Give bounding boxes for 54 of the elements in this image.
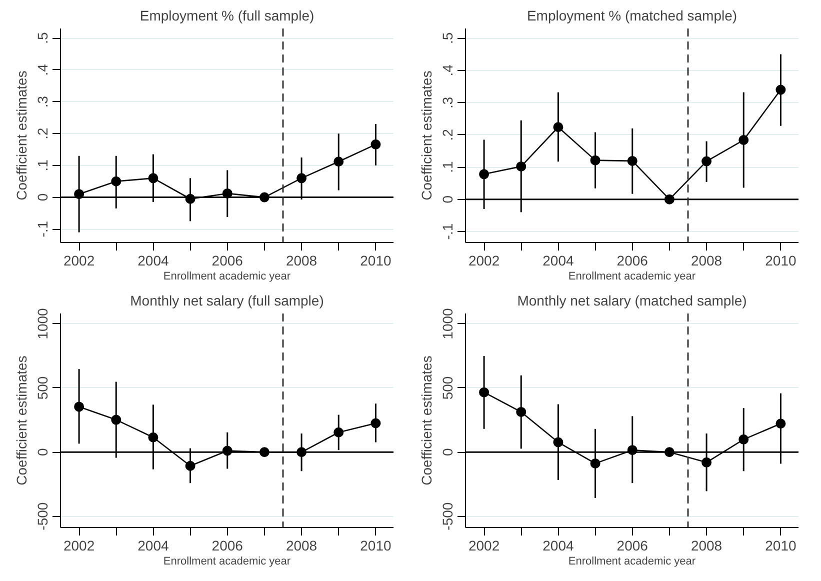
y-tick-label: .4 — [34, 64, 50, 76]
y-axis-title: Coefficient estimates — [14, 356, 30, 486]
y-tick-label: .1 — [34, 159, 50, 172]
x-tick-label: 2010 — [765, 538, 796, 554]
x-axis-title: Enrollment academic year — [568, 556, 696, 568]
x-tick-label: 2006 — [616, 538, 648, 554]
y-tick-label: 0 — [440, 448, 456, 456]
x-tick-label: 2010 — [765, 252, 796, 268]
x-tick-label: 2002 — [63, 538, 95, 554]
x-tick-label: 2010 — [360, 252, 392, 268]
x-tick-label: 2004 — [138, 252, 169, 268]
y-tick-label: 500 — [440, 376, 456, 400]
x-tick-label: 2004 — [542, 252, 574, 268]
y-tick-label: 0 — [440, 195, 456, 204]
chart-title: Employment % (full sample) — [140, 8, 314, 24]
y-axis-title: Coefficient estimates — [14, 70, 30, 200]
x-tick-label: 2002 — [63, 252, 95, 268]
y-tick-label: 1000 — [440, 308, 456, 340]
y-tick-label: 500 — [34, 376, 50, 400]
y-tick-label: .2 — [34, 128, 50, 140]
x-tick-label: 2008 — [286, 538, 318, 554]
x-tick-label: 2004 — [138, 538, 169, 554]
y-tick-label: 1000 — [34, 308, 50, 340]
chart-title: Monthly net salary (full sample) — [130, 292, 324, 308]
y-tick-label: .5 — [34, 32, 50, 44]
y-tick-label: .4 — [440, 64, 456, 76]
x-tick-label: 2002 — [468, 252, 500, 268]
x-tick-label: 2008 — [690, 538, 722, 554]
y-tick-label: .5 — [440, 32, 456, 44]
x-tick-label: 2008 — [286, 252, 318, 268]
x-tick-label: 2004 — [542, 538, 574, 554]
y-tick-label: -.1 — [440, 223, 456, 240]
x-tick-label: 2008 — [690, 252, 722, 268]
chart-title: Monthly net salary (matched sample) — [517, 292, 747, 308]
y-axis-title: Coefficient estimates — [418, 356, 434, 486]
x-tick-label: 2002 — [468, 538, 500, 554]
y-tick-label: -500 — [34, 502, 50, 530]
y-axis-title: Coefficient estimates — [418, 70, 434, 200]
y-tick-label: 0 — [34, 448, 50, 456]
chart-title: Employment % (matched sample) — [526, 8, 738, 24]
y-tick-label: .1 — [440, 161, 456, 173]
y-tick-label: .3 — [34, 96, 50, 108]
y-tick-label: -500 — [440, 502, 456, 530]
x-axis-title: Enrollment academic year — [568, 270, 696, 282]
x-tick-label: 2006 — [212, 538, 244, 554]
y-tick-label: .3 — [440, 96, 456, 108]
y-tick-label: -.1 — [34, 220, 50, 238]
x-tick-label: 2006 — [616, 252, 648, 268]
x-axis-title: Enrollment academic year — [163, 270, 291, 282]
x-tick-label: 2010 — [360, 538, 392, 554]
x-tick-label: 2006 — [212, 252, 244, 268]
y-tick-label: .2 — [440, 128, 456, 141]
y-tick-label: 0 — [34, 193, 50, 202]
x-axis-title: Enrollment academic year — [163, 556, 291, 568]
